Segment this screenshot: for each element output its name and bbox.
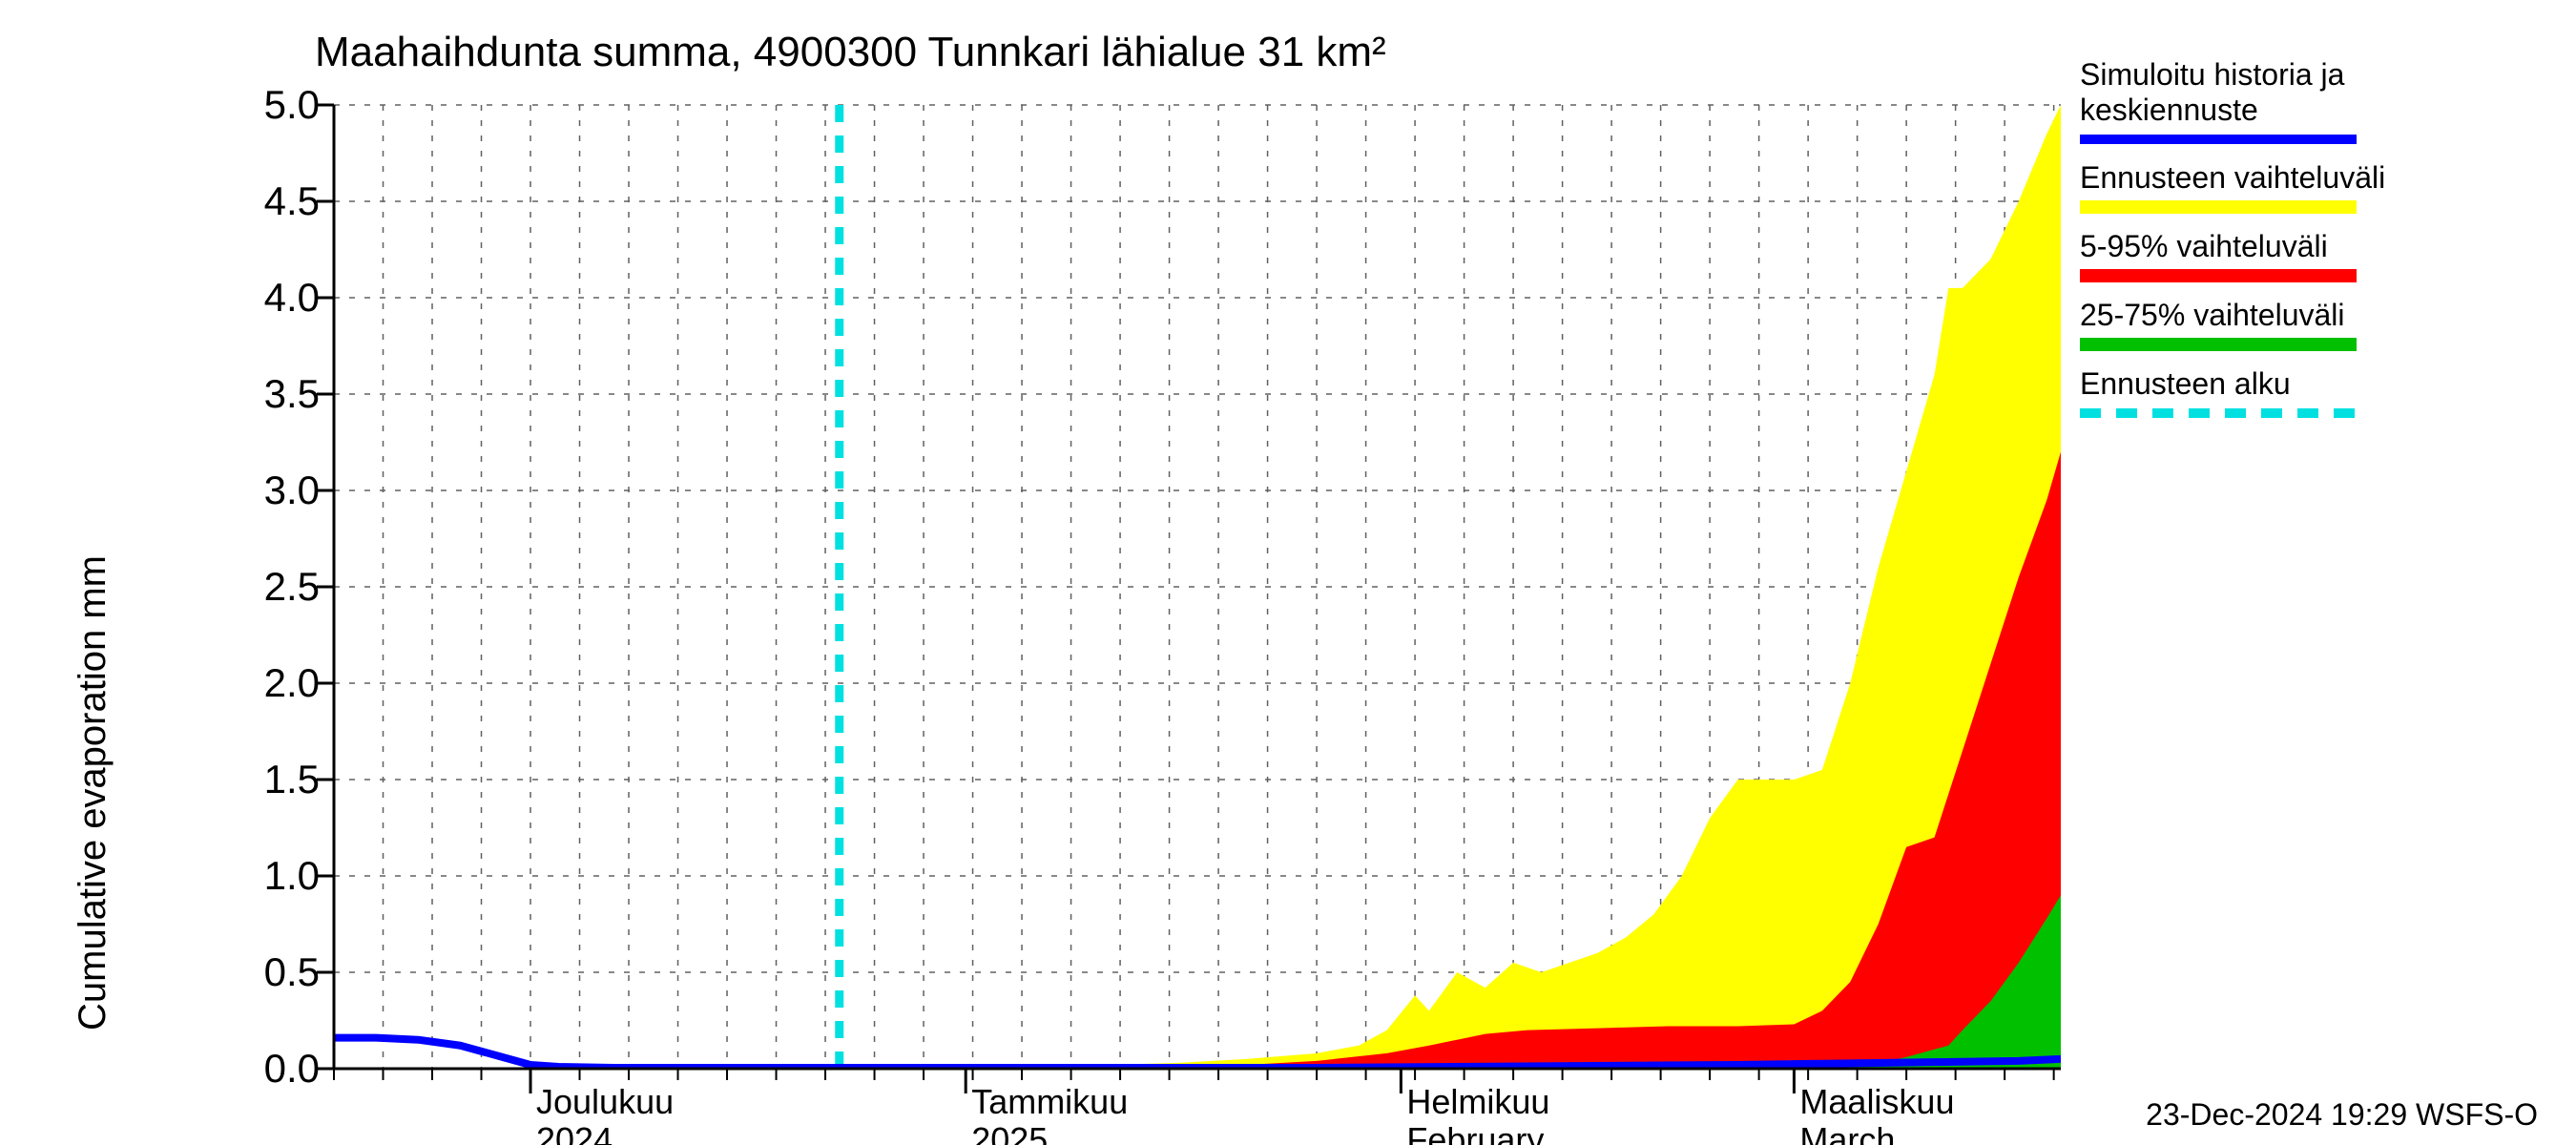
legend-item: Ennusteen vaihteluväli — [2080, 160, 2385, 196]
legend-label: Ennusteen alku — [2080, 366, 2291, 402]
legend-item: Ennusteen alku — [2080, 366, 2291, 402]
legend-item: 25-75% vaihteluväli — [2080, 298, 2345, 333]
legend-label: Ennusteen vaihteluväli — [2080, 160, 2385, 196]
legend-swatch — [2080, 335, 2357, 354]
legend-label: keskiennuste — [2080, 93, 2344, 128]
legend-swatch — [2080, 130, 2357, 149]
legend-swatch — [2080, 266, 2357, 285]
legend-label: 25-75% vaihteluväli — [2080, 298, 2345, 333]
legend-item: 5-95% vaihteluväli — [2080, 229, 2328, 264]
legend-label: 5-95% vaihteluväli — [2080, 229, 2328, 264]
chart-container: { "chart": { "title": "Maahaihdunta summ… — [0, 0, 2576, 1145]
legend-item: Simuloitu historia jakeskiennuste — [2080, 57, 2344, 128]
legend-label: Simuloitu historia ja — [2080, 57, 2344, 93]
legend-swatch — [2080, 198, 2357, 217]
chart-footer: 23-Dec-2024 19:29 WSFS-O — [2146, 1097, 2538, 1133]
legend-swatch — [2080, 404, 2357, 423]
